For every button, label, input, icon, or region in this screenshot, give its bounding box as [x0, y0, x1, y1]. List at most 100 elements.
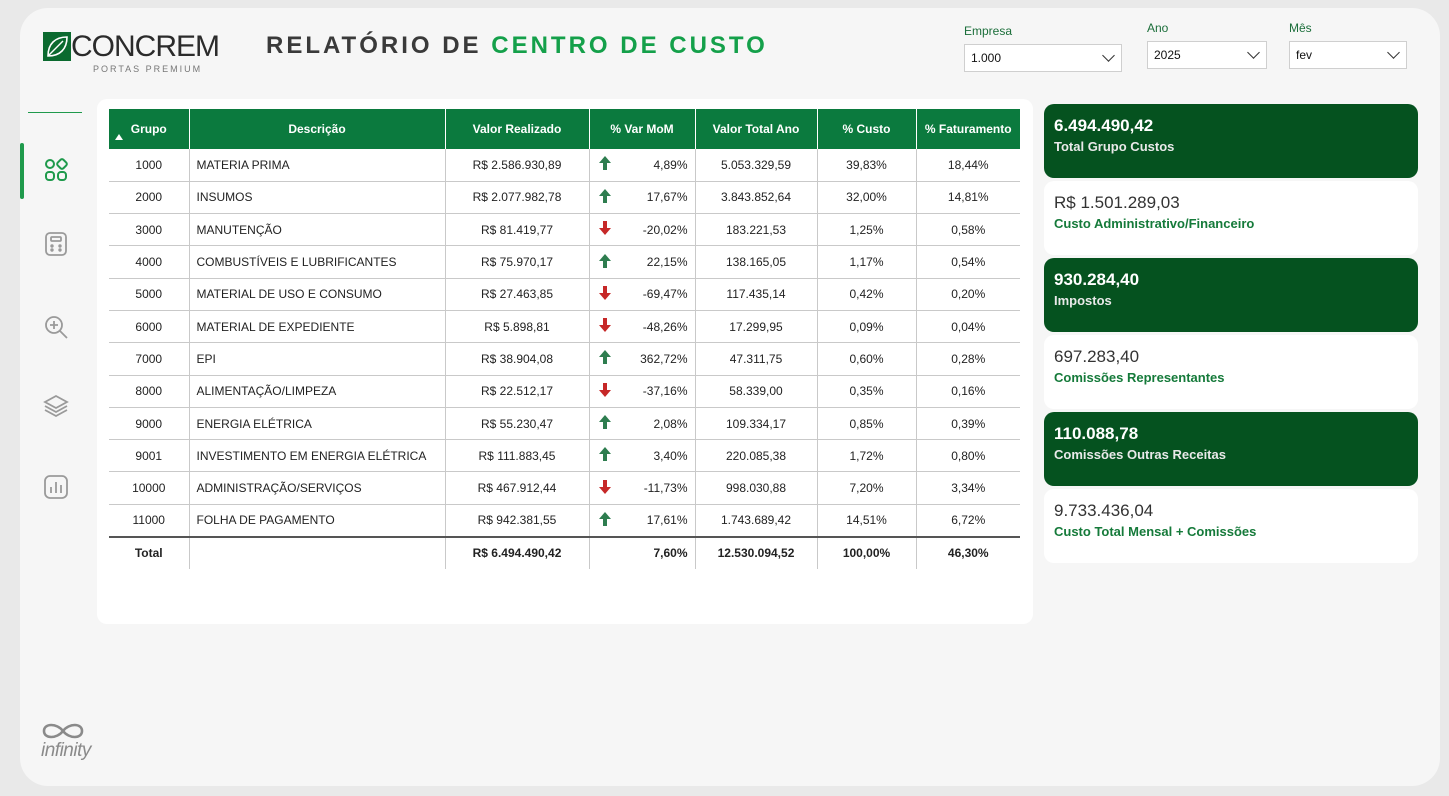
table-row[interactable]: 10000 ADMINISTRAÇÃO/SERVIÇOS R$ 467.912,44… [109, 471, 1020, 505]
table-row[interactable]: 1000 MATERIA PRIMA R$ 2.586.930,89 4,89% 5.0… [109, 149, 1020, 182]
kpi-card: 110.088,78 Comissões Outras Receitas [1044, 412, 1418, 486]
cell-valor-realizado: R$ 75.970,17 [445, 245, 590, 279]
cell-custo: 7,20% [817, 471, 917, 505]
table-row[interactable]: 11000 FOLHA DE PAGAMENTO R$ 942.381,55 17,6… [109, 504, 1020, 538]
apps-icon[interactable] [43, 157, 69, 183]
total-custo: 100,00% [817, 535, 917, 569]
cell-descricao: INSUMOS [189, 181, 446, 215]
mes-select[interactable]: fev [1289, 41, 1407, 69]
cell-descricao: MATERIAL DE USO E CONSUMO [189, 278, 446, 311]
cell-custo: 1,25% [817, 213, 917, 247]
cell-valor-realizado: R$ 942.381,55 [445, 504, 590, 538]
leaf-logo-icon [43, 32, 71, 61]
cell-grupo: 7000 [109, 342, 190, 376]
table-row[interactable]: 8000 ALIMENTAÇÃO/LIMPEZA R$ 22.512,17 -37,1… [109, 375, 1020, 408]
table-row[interactable]: 3000 MANUTENÇÃO R$ 81.419,77 -20,02% 183.221… [109, 213, 1020, 247]
col-header-custo[interactable]: % Custo [817, 109, 917, 149]
cell-var-value: 17,67% [646, 190, 688, 205]
filter-mes-label: Mês [1289, 21, 1312, 35]
ano-value: 2025 [1154, 48, 1181, 62]
cell-descricao: INVESTIMENTO EM ENERGIA ELÉTRICA [189, 439, 446, 473]
cell-var-mom: 17,67% [589, 181, 696, 215]
cell-var-value: 362,72% [640, 351, 688, 366]
empresa-value: 1.000 [971, 51, 1002, 65]
cell-descricao: MATERIA PRIMA [189, 149, 446, 182]
empresa-select[interactable]: 1.000 [964, 44, 1122, 72]
bar-chart-icon[interactable] [43, 474, 69, 500]
arrow-up-icon [597, 349, 613, 368]
cell-valor-realizado: R$ 467.912,44 [445, 471, 590, 505]
cell-var-mom: -11,73% [589, 471, 696, 505]
cell-faturamento: 3,34% [916, 471, 1020, 505]
col-header-valor-total-ano[interactable]: Valor Total Ano [695, 109, 818, 149]
cell-faturamento: 14,81% [916, 181, 1020, 215]
arrow-up-icon [597, 414, 613, 433]
table-row[interactable]: 2000 INSUMOS R$ 2.077.982,78 17,67% 3.843.85… [109, 181, 1020, 215]
cell-descricao: COMBUSTÍVEIS E LUBRIFICANTES [189, 245, 446, 279]
layers-icon[interactable] [43, 393, 69, 419]
cell-var-mom: 17,61% [589, 504, 696, 538]
calculator-icon[interactable] [43, 231, 69, 257]
table-row[interactable]: 9000 ENERGIA ELÉTRICA R$ 55.230,47 2,08% 109… [109, 407, 1020, 441]
cell-descricao: MATERIAL DE EXPEDIENTE [189, 310, 446, 344]
total-faturamento: 46,30% [916, 535, 1020, 569]
cell-var-value: 2,08% [653, 416, 688, 431]
cell-var-mom: -37,16% [589, 375, 696, 408]
title-part-1: RELATÓRIO DE [266, 32, 482, 59]
arrow-up-icon [597, 253, 613, 272]
col-header-var-mom[interactable]: % Var MoM [589, 109, 696, 149]
total-var-mom: 7,60% [589, 535, 696, 569]
nav-divider [28, 112, 82, 113]
cell-var-mom: -48,26% [589, 310, 696, 344]
col-header-valor-realizado[interactable]: Valor Realizado [445, 109, 590, 149]
cell-custo: 0,60% [817, 342, 917, 376]
cell-var-mom: 4,89% [589, 149, 696, 182]
cell-valor-realizado: R$ 111.883,45 [445, 439, 590, 473]
cell-faturamento: 0,80% [916, 439, 1020, 473]
cell-var-value: -37,16% [642, 384, 688, 399]
cell-grupo: 5000 [109, 278, 190, 311]
arrow-up-icon [597, 511, 613, 530]
cell-valor-realizado: R$ 27.463,85 [445, 278, 590, 311]
cell-grupo: 4000 [109, 245, 190, 279]
arrow-down-icon [597, 220, 613, 239]
col-header-faturamento[interactable]: % Faturamento [916, 109, 1020, 149]
cell-valor-realizado: R$ 22.512,17 [445, 375, 590, 408]
table-row[interactable]: 7000 EPI R$ 38.904,08 362,72% 47.311,75 0,60%… [109, 342, 1020, 376]
cell-var-mom: -20,02% [589, 213, 696, 247]
cell-faturamento: 0,54% [916, 245, 1020, 279]
kpi-card: 697.283,40 Comissões Representantes [1044, 335, 1418, 409]
cell-grupo: 9000 [109, 407, 190, 441]
sort-ascending-icon[interactable] [115, 134, 123, 140]
cell-var-value: -20,02% [642, 222, 688, 237]
cell-var-mom: 362,72% [589, 342, 696, 376]
cell-custo: 14,51% [817, 504, 917, 538]
cell-descricao: ENERGIA ELÉTRICA [189, 407, 446, 441]
cell-valor-total-ano: 109.334,17 [695, 407, 818, 441]
filter-ano-label: Ano [1147, 21, 1169, 35]
kpi-value: 9.733.436,04 [1054, 501, 1154, 520]
table-row[interactable]: 6000 MATERIAL DE EXPEDIENTE R$ 5.898,81 -48… [109, 310, 1020, 344]
filter-mes: Mês fev [1289, 21, 1407, 69]
cell-var-value: 4,89% [653, 157, 688, 172]
kpi-title: Comissões Representantes [1054, 370, 1225, 385]
cell-descricao: FOLHA DE PAGAMENTO [189, 504, 446, 538]
kpi-value: 6.494.490,42 [1054, 116, 1154, 135]
col-header-grupo[interactable]: Grupo [109, 109, 190, 149]
table-row[interactable]: 9001 INVESTIMENTO EM ENERGIA ELÉTRICA R$ 1… [109, 439, 1020, 473]
ano-select[interactable]: 2025 [1147, 41, 1267, 69]
filter-empresa: Empresa 1.000 [964, 24, 1122, 72]
kpi-value: R$ 1.501.289,03 [1054, 193, 1180, 212]
cell-valor-total-ano: 183.221,53 [695, 213, 818, 247]
table-row[interactable]: 5000 MATERIAL DE USO E CONSUMO R$ 27.463,8… [109, 278, 1020, 311]
cell-faturamento: 0,28% [916, 342, 1020, 376]
cell-valor-realizado: R$ 5.898,81 [445, 310, 590, 344]
table-row[interactable]: 4000 COMBUSTÍVEIS E LUBRIFICANTES R$ 75.97… [109, 245, 1020, 279]
col-header-descricao[interactable]: Descrição [189, 109, 446, 149]
zoom-in-icon[interactable] [43, 314, 69, 340]
cell-custo: 39,83% [817, 149, 917, 182]
kpi-card: 6.494.490,42 Total Grupo Custos [1044, 104, 1418, 178]
kpi-title: Custo Administrativo/Financeiro [1054, 216, 1255, 231]
kpi-value: 110.088,78 [1054, 424, 1139, 443]
infinity-logo-text: infinity [41, 740, 91, 761]
